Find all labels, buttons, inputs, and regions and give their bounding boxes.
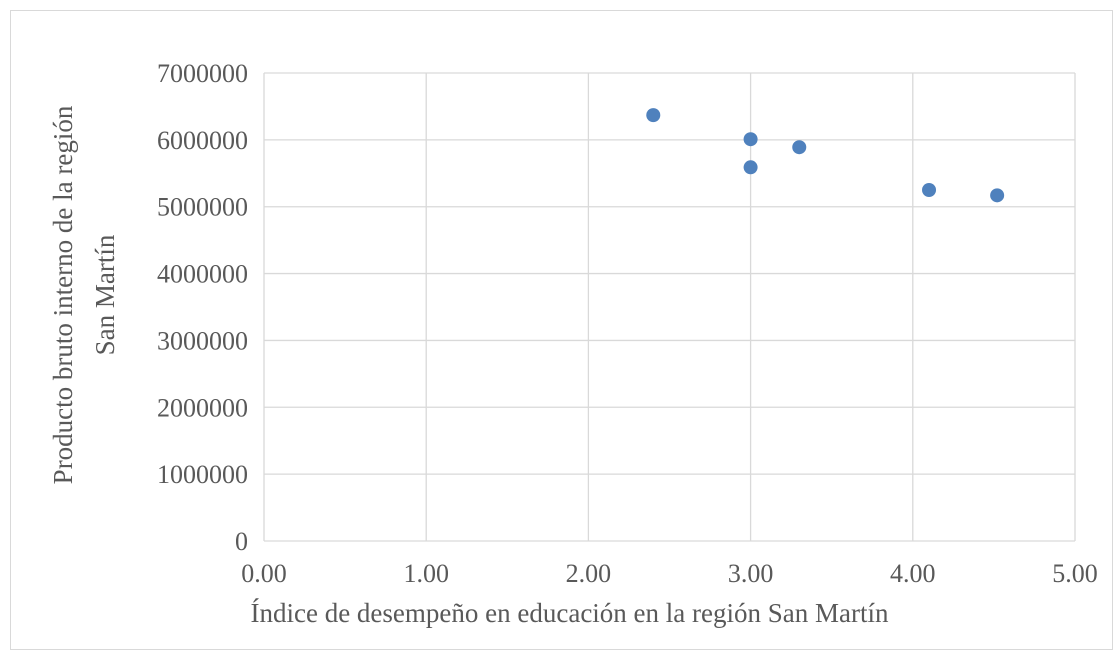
y-axis-title: Producto bruto interno de la región San M… — [48, 105, 120, 484]
x-tick-label: 3.00 — [728, 559, 774, 588]
data-point — [743, 132, 758, 147]
x-tick-label: 4.00 — [890, 559, 936, 588]
x-axis-title: Índice de desempeño en educación en la r… — [250, 598, 889, 628]
y-tick-label: 6000000 — [157, 126, 248, 155]
x-tick-label: 2.00 — [566, 559, 612, 588]
y-axis-title-line: San Martín — [90, 234, 120, 355]
y-tick-label: 3000000 — [157, 326, 248, 355]
chart-frame — [10, 10, 1113, 650]
data-point — [792, 140, 807, 155]
data-point — [922, 183, 937, 197]
y-axis-tick-labels: 0 1000000 2000000 3000000 4000000 5000000 6000… — [157, 59, 248, 556]
y-tick-label: 1000000 — [157, 460, 248, 489]
y-tick-label: 2000000 — [157, 393, 248, 422]
vertical-gridlines — [263, 73, 1076, 541]
x-tick-label: 5.00 — [1052, 559, 1098, 588]
x-tick-label: 1.00 — [403, 559, 449, 588]
data-points — [646, 108, 1005, 203]
y-tick-label: 0 — [235, 527, 248, 556]
horizontal-gridlines — [264, 72, 1075, 542]
data-point — [743, 160, 758, 175]
x-tick-label: 0.00 — [241, 559, 287, 588]
y-tick-label: 5000000 — [157, 193, 248, 222]
data-point — [646, 108, 661, 123]
data-point — [990, 188, 1005, 203]
y-tick-label: 4000000 — [157, 260, 248, 289]
x-axis-tick-labels: 0.00 1.00 2.00 3.00 4.00 5.00 — [241, 559, 1098, 588]
y-axis-title-line: Producto bruto interno de la región — [48, 105, 78, 484]
y-tick-label: 7000000 — [157, 59, 248, 88]
